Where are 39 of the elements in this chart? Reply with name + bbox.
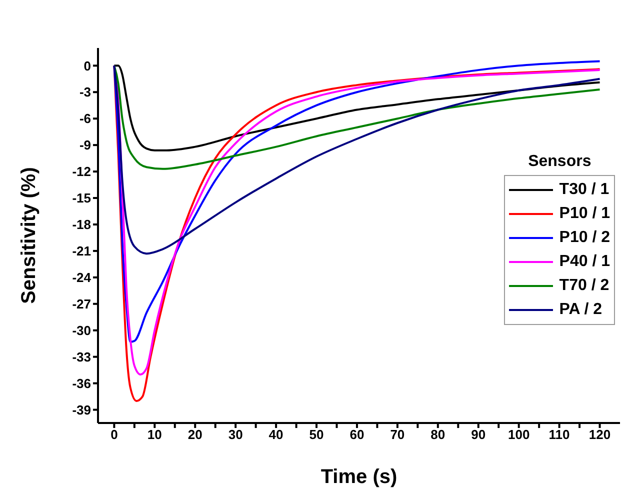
y-tick-label: -15 [72,190,91,206]
x-tick-label: 40 [268,427,284,442]
legend-label: T30 / 1 [559,180,610,200]
legend-label: P10 / 2 [559,228,610,248]
y-tick-label: -33 [72,349,91,364]
x-tick-label: 70 [390,427,405,442]
x-tick-label: 20 [188,427,202,442]
legend-label: P10 / 1 [559,204,610,224]
x-tick-label: 0 [110,427,118,442]
y-tick-label: -6 [79,111,91,126]
x-tick-label: 80 [430,427,446,442]
y-tick-label: -18 [72,217,91,232]
x-tick-label: 30 [228,427,243,442]
x-axis-title: Time (s) [320,466,398,488]
y-tick-label: -9 [79,138,91,153]
x-tick-label: 90 [471,427,486,442]
x-tick-label: 50 [309,427,324,442]
line-series [113,64,601,170]
legend-label: PA / 2 [559,300,602,320]
y-tick-label: -24 [72,270,92,286]
y-tick-label: -36 [72,376,91,391]
x-tick-label: 100 [508,427,530,442]
y-tick-label: -3 [79,84,91,100]
y-tick-label: 0 [84,58,91,74]
y-tick-label: -39 [72,402,91,418]
line-series [113,64,601,152]
legend-title: Sensors [527,153,592,171]
y-tick-label: -21 [72,244,91,259]
legend-label: T70 / 2 [559,276,610,296]
x-tick-label: 120 [588,427,611,442]
x-tick-label: 60 [350,427,364,442]
y-tick-label: -27 [72,296,91,312]
y-axis-title: Sensitivity (%) [18,167,40,304]
x-tick-label: 10 [147,427,162,442]
y-tick-label: -30 [72,322,91,338]
x-tick-label: 110 [548,427,570,442]
y-tick-label: -12 [72,164,91,180]
line-series [113,64,601,255]
legend-label: P40 / 1 [559,252,610,272]
